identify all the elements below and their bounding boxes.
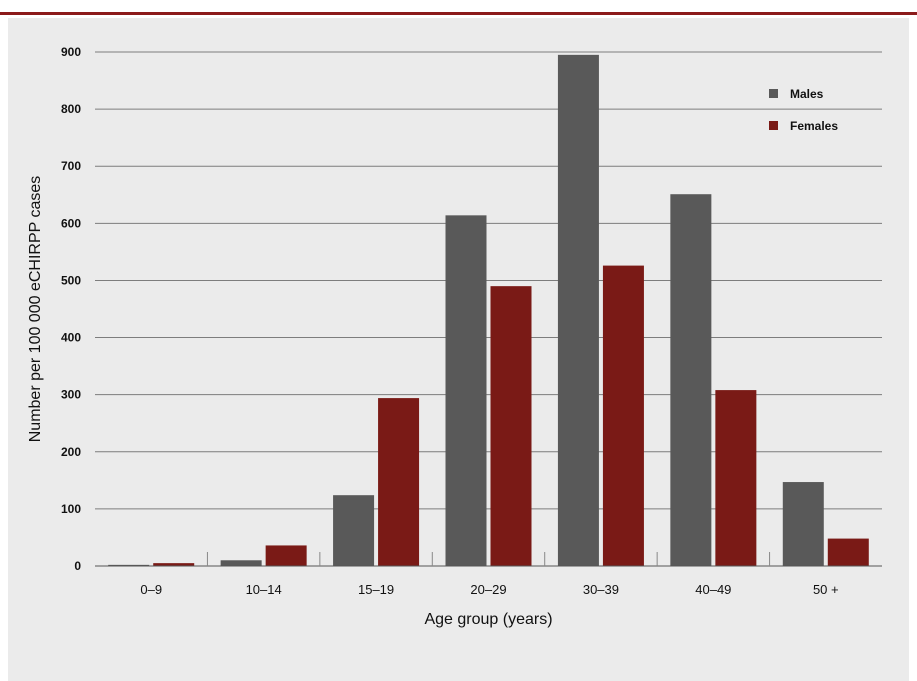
bar-females-1: [265, 545, 307, 566]
legend-swatch-females: [769, 121, 778, 130]
legend-swatch-males: [769, 89, 778, 98]
bar-females-0: [153, 563, 195, 566]
x-tick-label: 20–29: [470, 582, 506, 597]
legend-label-females: Females: [790, 119, 838, 133]
y-tick-label: 300: [61, 388, 81, 402]
y-tick-label: 900: [61, 45, 81, 59]
bars: [108, 54, 869, 567]
bar-females-4: [602, 265, 644, 566]
axes: [95, 552, 882, 567]
y-tick-label: 0: [74, 559, 81, 573]
x-tick-labels: 0–9 10–14 15–19 20–29 30–39 40–49 50 +: [140, 582, 838, 597]
bar-males-4: [557, 54, 599, 566]
bar-males-5: [670, 194, 712, 566]
bar-males-0: [108, 564, 150, 566]
x-tick-label: 40–49: [695, 582, 731, 597]
x-tick-label: 15–19: [358, 582, 394, 597]
y-tick-label: 500: [61, 273, 81, 287]
y-tick-labels: 0 100 200 300 400 500 600 700 800 900: [61, 45, 81, 573]
bar-males-2: [333, 495, 375, 566]
bar-females-6: [827, 538, 869, 566]
bar-males-6: [782, 482, 824, 566]
legend: Males Females: [769, 87, 838, 133]
gridlines: [95, 51, 882, 510]
x-tick-label: 50 +: [813, 582, 839, 597]
bar-females-3: [490, 286, 532, 566]
bar-females-2: [378, 398, 420, 566]
x-tick-label: 0–9: [140, 582, 162, 597]
y-tick-label: 200: [61, 445, 81, 459]
y-tick-label: 100: [61, 502, 81, 516]
y-axis-label: Number per 100 000 eCHIRPP cases: [27, 176, 44, 443]
y-tick-label: 700: [61, 159, 81, 173]
y-tick-label: 600: [61, 216, 81, 230]
legend-label-males: Males: [790, 87, 824, 101]
bar-males-3: [445, 215, 487, 567]
x-tick-label: 30–39: [583, 582, 619, 597]
y-tick-label: 800: [61, 102, 81, 116]
bar-females-5: [715, 390, 757, 566]
bar-males-1: [220, 560, 262, 566]
top-rule: [0, 12, 917, 15]
x-axis-label: Age group (years): [424, 611, 552, 628]
x-tick-label: 10–14: [246, 582, 282, 597]
y-tick-label: 400: [61, 331, 81, 345]
